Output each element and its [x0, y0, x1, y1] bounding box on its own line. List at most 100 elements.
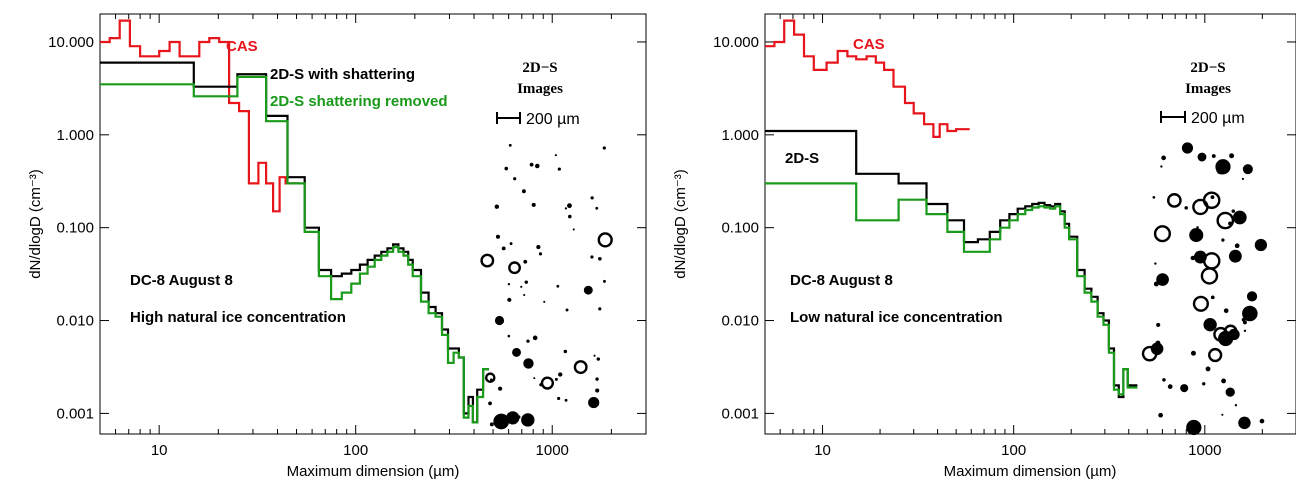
annotation-concentration: Low natural ice concentration	[790, 309, 1003, 326]
particle	[1153, 281, 1159, 287]
particle	[1225, 387, 1235, 397]
particle	[564, 398, 568, 402]
particle	[595, 388, 600, 393]
particle	[1181, 142, 1194, 154]
series-line-1	[765, 129, 1138, 399]
particle	[1152, 195, 1156, 199]
particle	[490, 378, 493, 382]
particle	[520, 285, 523, 288]
particle	[484, 372, 496, 383]
particle	[1180, 384, 1189, 393]
particle	[1160, 165, 1163, 168]
particle	[533, 377, 536, 380]
particle	[495, 234, 501, 239]
particle	[1162, 378, 1166, 382]
particle	[557, 396, 561, 401]
particle	[532, 335, 538, 341]
particle	[1208, 347, 1223, 363]
particle	[558, 372, 563, 377]
particle	[554, 154, 557, 157]
particle	[1232, 210, 1247, 225]
particle	[1196, 226, 1199, 229]
panel-right: 10 100 1000 0.001 0.010 0.100 1.000 10.000 dN/d…	[672, 13, 1296, 480]
particle	[507, 283, 511, 286]
particle	[1192, 295, 1209, 312]
particle	[1190, 350, 1196, 356]
y-tick-label: 0.001	[721, 405, 759, 422]
images-label-line1: 2D−S	[522, 60, 557, 76]
y-tick-label: 1.000	[721, 127, 759, 144]
particle	[567, 214, 572, 219]
legend-2ds-shattering: 2D-S with shattering	[270, 66, 415, 83]
particle	[1228, 221, 1233, 226]
particle	[1231, 209, 1236, 213]
y-axis-label: dN/dlogD (cm⁻³)	[672, 169, 689, 279]
particle	[1246, 291, 1258, 302]
y-tick-label: 0.100	[56, 220, 94, 237]
particle	[598, 256, 602, 261]
particle	[523, 259, 528, 264]
particle	[498, 386, 503, 391]
particle	[595, 377, 599, 381]
particle	[504, 166, 509, 171]
particle	[489, 422, 494, 427]
legend-2ds-removed: 2D-S shattering removed	[270, 93, 448, 110]
particle	[1167, 193, 1182, 208]
particle	[507, 334, 511, 338]
particle	[1156, 322, 1161, 327]
particle	[508, 261, 521, 275]
scale-bar	[496, 112, 521, 124]
series-line-2	[765, 182, 1138, 396]
scale-bar-label: 200 µm	[526, 111, 580, 128]
x-axis-label: Maximum dimension (µm)	[944, 463, 1117, 480]
particle	[595, 206, 599, 210]
particle	[557, 167, 561, 171]
series-line-1	[100, 61, 489, 424]
particle	[1210, 295, 1215, 300]
particle	[1221, 413, 1224, 416]
x-tick-label: 100	[343, 442, 368, 459]
particle	[1221, 378, 1226, 384]
particle	[513, 177, 517, 181]
particle	[1216, 164, 1227, 175]
legend-cas: CAS	[226, 38, 258, 55]
x-axis-label: Maximum dimension (µm)	[287, 463, 460, 480]
particle	[1228, 328, 1240, 341]
particle	[523, 293, 526, 297]
particle	[1192, 198, 1209, 216]
particle	[526, 339, 530, 343]
particle	[564, 207, 568, 210]
particle	[1241, 177, 1245, 181]
particle	[517, 415, 521, 419]
plot-frame	[764, 13, 1296, 435]
particle	[603, 279, 606, 283]
x-tick-label: 100	[1001, 442, 1026, 459]
x-tick-label: 10	[814, 442, 831, 459]
particle	[563, 349, 568, 354]
y-tick-label: 1.000	[56, 127, 94, 144]
particle	[1153, 225, 1171, 243]
particle	[501, 246, 506, 251]
particle	[1242, 305, 1258, 322]
particle	[543, 300, 546, 303]
particle-images	[480, 143, 613, 430]
particle	[494, 204, 500, 209]
particle	[493, 413, 510, 430]
particle	[1158, 412, 1163, 418]
particle	[596, 357, 601, 361]
particle	[1242, 164, 1253, 175]
particle	[1229, 153, 1235, 159]
particle	[524, 280, 528, 284]
particle	[1216, 211, 1235, 230]
y-tick-label: 0.001	[56, 405, 94, 422]
particle	[1242, 320, 1247, 325]
particle	[521, 189, 526, 194]
particle	[1186, 419, 1202, 436]
y-axis-label: dN/dlogD (cm⁻³)	[27, 169, 44, 279]
annotation-flight: DC-8 August 8	[790, 272, 893, 289]
particle	[1161, 155, 1166, 161]
annotation-flight: DC-8 August 8	[130, 272, 233, 289]
particle	[494, 315, 505, 326]
particle	[1197, 152, 1207, 162]
